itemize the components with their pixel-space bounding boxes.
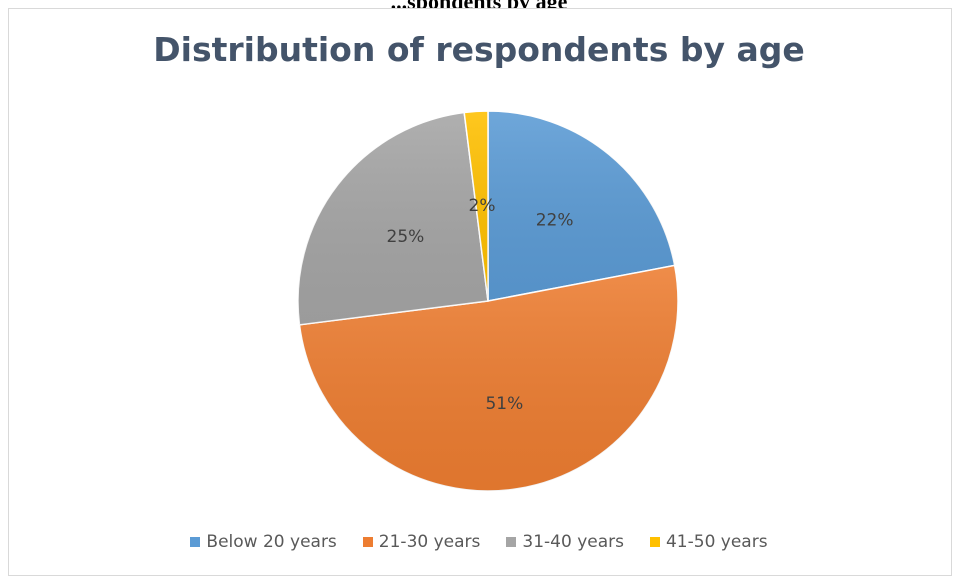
legend-label: 21-30 years [378,532,481,552]
data-label-21-30: 51% [485,394,523,414]
legend-label: 41-50 years [665,532,768,552]
data-label-41-50: 2% [469,196,496,216]
data-label-31-40: 25% [387,227,425,247]
pie-slice-shading [464,111,488,301]
legend-item-21-30: 21-30 years [362,532,481,552]
legend-swatch [362,537,373,547]
pie-slice-shading [297,112,488,325]
legend: Below 20 years 21-30 years 31-40 years 4… [0,532,958,552]
legend-swatch [190,537,201,547]
legend-item-31-40: 31-40 years [506,532,624,552]
chart-title: Distribution of respondents by age [153,30,805,69]
legend-item-41-50: 41-50 years [649,532,768,552]
pie-slice-shading [299,265,678,491]
pie-slice-shading [488,111,675,301]
legend-label: 31-40 years [522,532,624,552]
legend-swatch [506,537,517,547]
data-label-below-20: 22% [536,210,574,230]
legend-label: Below 20 years [206,532,337,552]
legend-swatch [649,537,660,547]
legend-item-below-20: Below 20 years [190,532,337,552]
